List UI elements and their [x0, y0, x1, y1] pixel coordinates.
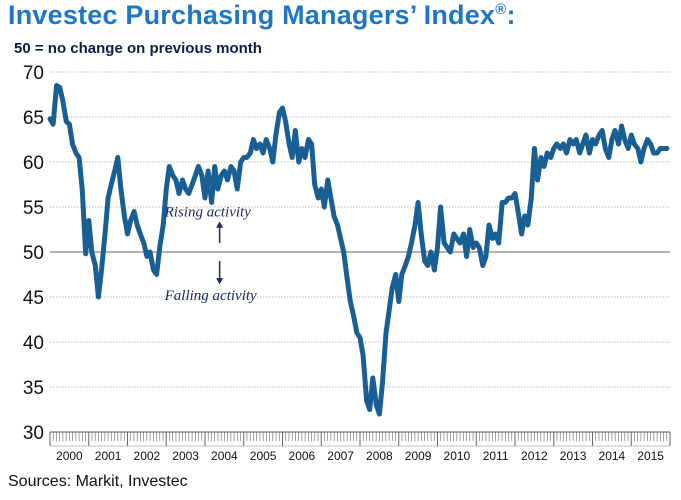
registered-mark: ®: [495, 1, 507, 18]
y-tick-label: 65: [23, 108, 44, 129]
x-tick-label: 2010: [444, 449, 471, 463]
title-colon: :: [506, 0, 516, 30]
chart-title: Investec Purchasing Managers’ Index®:: [8, 0, 516, 31]
falling-activity-label: Falling activity: [164, 288, 257, 304]
x-tick-label: 2011: [483, 449, 509, 463]
series-line: [47, 83, 670, 417]
x-tick-label: 2015: [637, 449, 664, 463]
x-tick-label: 2012: [521, 449, 548, 463]
y-tick-label: 55: [23, 198, 44, 219]
y-tick-label: 30: [23, 423, 44, 444]
x-tick-label: 2002: [134, 449, 161, 463]
gridlines: [50, 71, 670, 433]
x-tick-label: 2004: [211, 449, 238, 463]
y-tick-label: 35: [23, 378, 44, 399]
x-tick-label: 2000: [56, 449, 83, 463]
up-arrow-head: [216, 221, 224, 228]
chart-title-text: Investec Purchasing Managers’ Index: [8, 0, 496, 30]
x-tick-label: 2005: [250, 449, 277, 463]
y-tick-label: 45: [23, 288, 44, 309]
annotations: Rising activity Falling activity: [164, 205, 257, 305]
x-tick-label: 2009: [405, 449, 432, 463]
x-axis: 2000 2001 2002 2003 2004 2005 2006 2007 2008 2009…: [49, 431, 671, 463]
source-note: Sources: Markit, Investec: [8, 473, 188, 490]
x-tick-label: 2014: [599, 449, 626, 463]
y-tick-label: 70: [23, 63, 44, 84]
down-arrow-head: [216, 278, 224, 285]
rising-activity-label: Rising activity: [164, 205, 252, 221]
x-tick-label: 2001: [95, 449, 122, 463]
x-tick-label: 2007: [327, 449, 354, 463]
x-tick-label: 2006: [289, 449, 316, 463]
y-axis-ticks: 30 35 40 45 50 55 60 65 70: [23, 63, 44, 444]
y-tick-label: 40: [23, 333, 44, 354]
x-tick-label: 2008: [366, 449, 393, 463]
y-tick-label: 60: [23, 153, 44, 174]
x-tick-label: 2003: [172, 449, 199, 463]
chart-subtitle: 50 = no change on previous month: [14, 40, 262, 57]
y-tick-label: 50: [23, 243, 44, 264]
x-tick-label: 2013: [560, 449, 587, 463]
series-group: [47, 83, 670, 417]
